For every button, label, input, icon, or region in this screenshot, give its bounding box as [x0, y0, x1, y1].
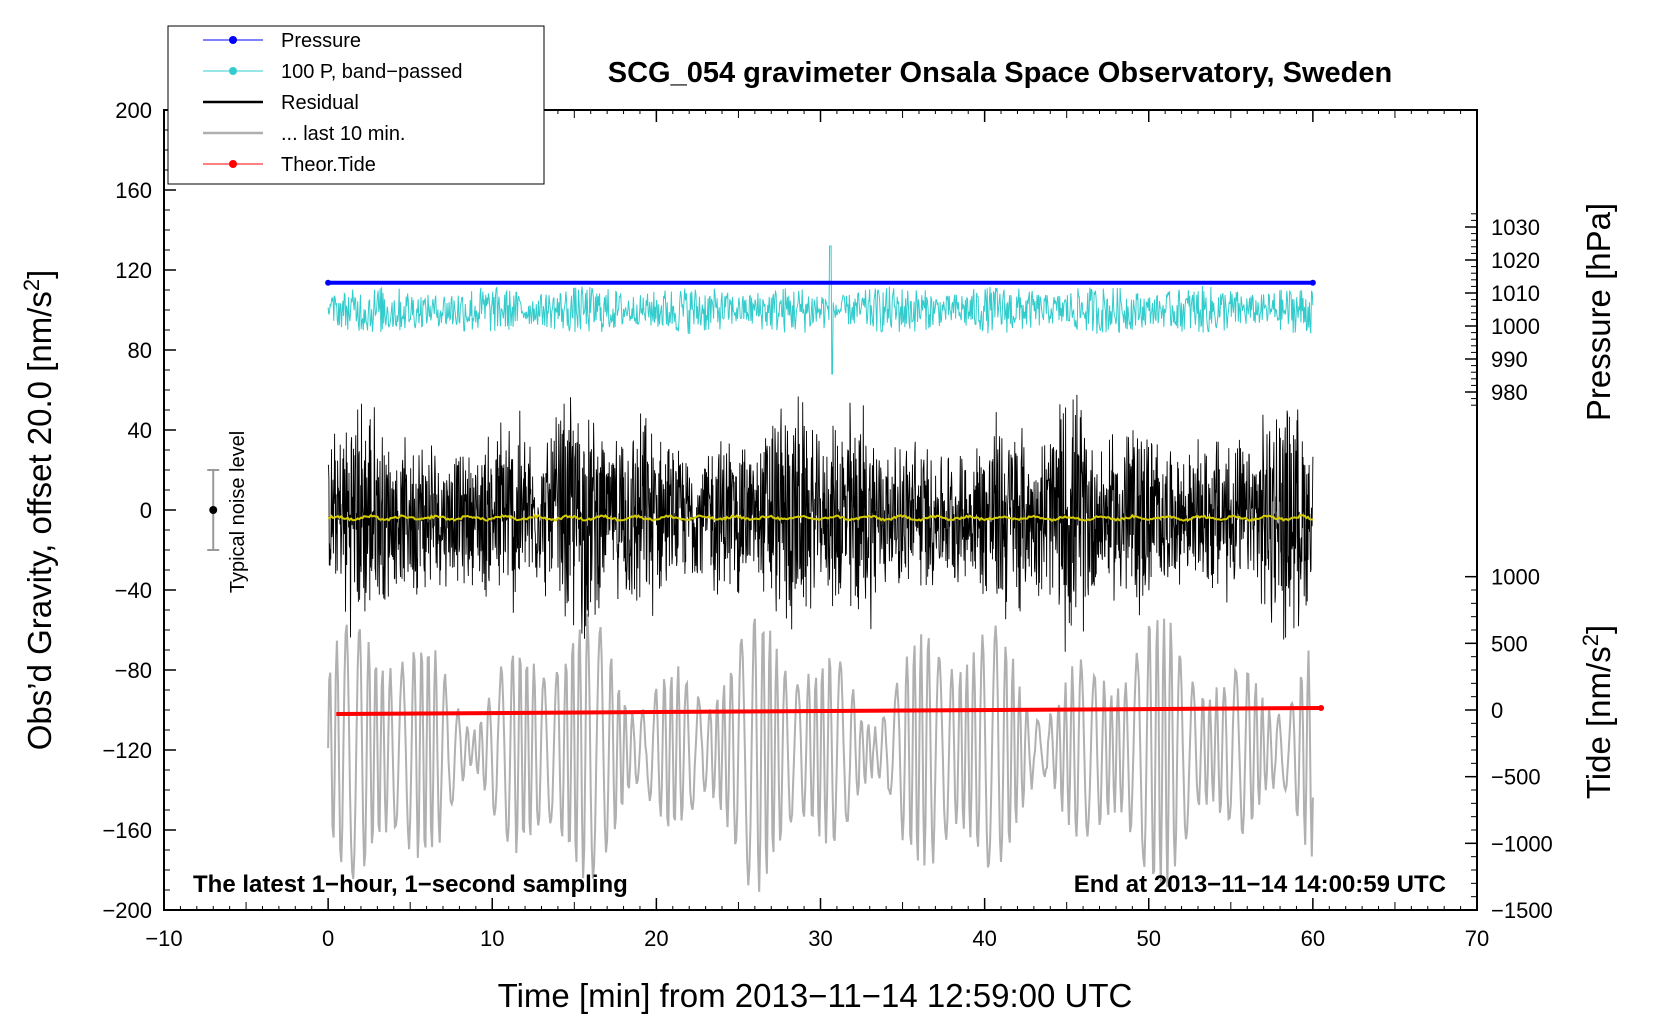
y-axis-label-tide-sup: 2: [1578, 634, 1603, 646]
y-axis-label-tide-tail: ]: [1580, 625, 1617, 634]
chart-title: SCG_054 gravimeter Onsala Space Observat…: [608, 57, 1392, 89]
tide-tick-label: −500: [1491, 765, 1541, 790]
legend-label: 100 P, band−passed: [281, 61, 462, 83]
series-pressure-bandpassed: [327, 245, 1314, 375]
tide-tick-label: 0: [1491, 698, 1503, 723]
legend-label: Residual: [281, 92, 359, 114]
legend-label: Pressure: [281, 30, 361, 52]
x-axis-label: Time [min] from 2013−11−14 12:59:00 UTC: [498, 977, 1133, 1014]
tide-tick-label: 1000: [1491, 565, 1540, 590]
y-axis-label-left-tail: ]: [21, 270, 58, 279]
pressure-tick-label: 980: [1491, 380, 1528, 405]
legend-marker: [229, 160, 237, 168]
legend-marker: [229, 67, 237, 75]
legend-box: [167, 25, 545, 185]
series-layer: [325, 245, 1325, 892]
series-theoretical-tide: [336, 706, 1322, 716]
noise-bar-dot: [209, 506, 218, 514]
pressure-marker-start: [325, 279, 332, 286]
y-tick-label: 80: [128, 338, 152, 363]
series-running-mean: [328, 513, 1313, 523]
x-tick-label: 50: [1137, 926, 1161, 951]
pressure-tick-label: 1000: [1491, 314, 1540, 339]
tide-tick-label: −1000: [1491, 831, 1553, 856]
y-tick-label: 0: [140, 498, 152, 523]
x-tick-label: 60: [1301, 926, 1325, 951]
footer-right-text: End at 2013−11−14 14:00:59 UTC: [1074, 871, 1446, 898]
y-axis-label-left-sup: 2: [19, 279, 44, 291]
y-tick-label: 120: [115, 258, 152, 283]
y-axis-label-left-main: Obs’d Gravity, offset 20.0 [nm/s: [21, 291, 58, 750]
y-tick-label: −40: [115, 578, 152, 603]
pressure-marker-end: [1309, 279, 1316, 286]
x-tick-label: 40: [972, 926, 996, 951]
pressure-tick-label: 1020: [1491, 248, 1540, 273]
y-tick-label: −120: [102, 738, 152, 763]
pressure-tick-label: 990: [1491, 347, 1528, 372]
tide-tick-label: 500: [1491, 631, 1528, 656]
y-tick-label: −160: [102, 818, 152, 843]
noise-indicator: [207, 469, 220, 551]
x-tick-label: 0: [322, 926, 334, 951]
x-tick-label: 30: [808, 926, 832, 951]
footer-left-text: The latest 1−hour, 1−second sampling: [193, 871, 628, 898]
legend-items: Pressure 100 P, band−passed Residual ... la…: [203, 30, 462, 176]
noise-label: Typical noise level: [227, 431, 249, 593]
ticks-layer: [163, 109, 1478, 911]
y-axis-label-left: Obs’d Gravity, offset 20.0 [nm/s2]: [19, 270, 58, 751]
legend-marker: [229, 36, 237, 44]
x-tick-label: 20: [644, 926, 668, 951]
x-tick-label: −10: [145, 926, 182, 951]
y-axis-label-tide: Tide [nm/s2]: [1578, 625, 1617, 799]
tide-marker-end: [1318, 705, 1325, 711]
y-tick-label: 40: [128, 418, 152, 443]
y-tick-label: 160: [115, 178, 152, 203]
pressure-tick-label: 1010: [1491, 281, 1540, 306]
tide-tick-label: −1500: [1491, 898, 1553, 923]
legend: Pressure 100 P, band−passed Residual ... la…: [167, 25, 545, 185]
y-axis-label-pressure: Pressure [hPa]: [1580, 203, 1617, 421]
y-tick-label: −200: [102, 898, 152, 923]
pressure-tick-label: 1030: [1491, 215, 1540, 240]
x-tick-label: 10: [480, 926, 504, 951]
y-axis-label-tide-main: Tide [nm/s: [1580, 646, 1617, 799]
legend-label: ... last 10 min.: [281, 123, 406, 145]
x-tick-label: 70: [1465, 926, 1489, 951]
y-tick-label: 200: [115, 98, 152, 123]
legend-label: Theor.Tide: [281, 154, 376, 176]
tick-labels: −10 0 10 20 30 40 50 60 7020016012080400−40−80−1…: [102, 98, 1552, 951]
y-tick-label: −80: [115, 658, 152, 683]
series-last-10-min: [327, 613, 1314, 892]
